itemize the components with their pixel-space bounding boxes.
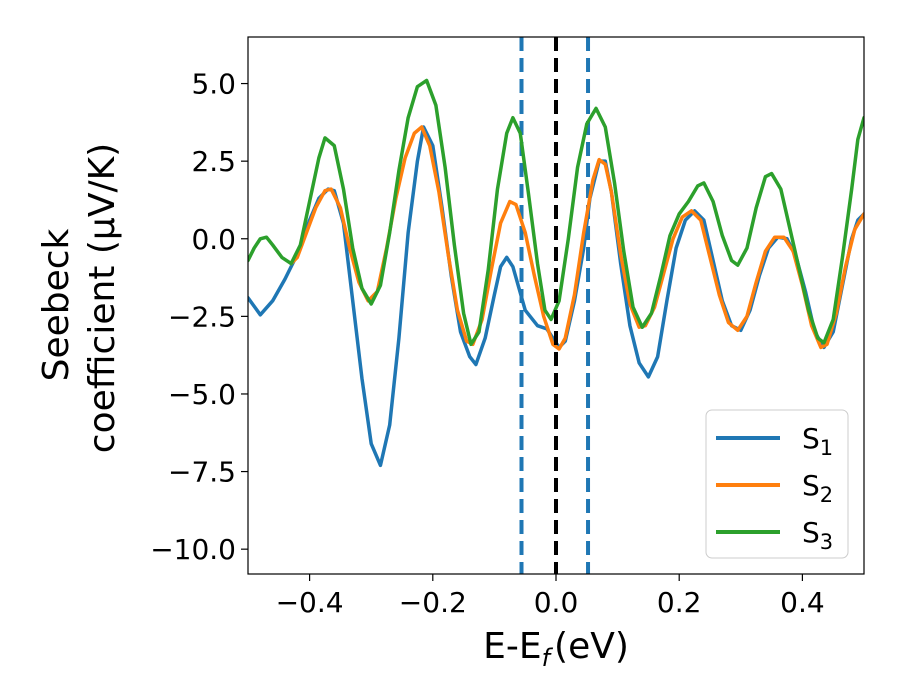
- x-axis-ticks: −0.4 −0.2 0.0 0.2 0.4: [276, 574, 825, 619]
- y-tick-label: −7.5: [168, 456, 236, 489]
- x-tick-label: 0.4: [780, 586, 825, 619]
- legend-label-s2: S2: [802, 469, 833, 507]
- legend-label-s3: S3: [802, 516, 833, 554]
- y-tick-label: 5.0: [191, 68, 236, 101]
- series-line-s3: [248, 78, 864, 347]
- x-tick-label: −0.2: [399, 586, 467, 619]
- x-axis-label: E-Ef (eV): [483, 626, 629, 672]
- x-tick-label: 0.0: [534, 586, 579, 619]
- y-axis-label-line2: coefficient (μV/K): [82, 143, 123, 453]
- y-tick-label: 2.5: [191, 145, 236, 178]
- legend-label-s1: S1: [802, 422, 833, 460]
- legend: S1 S2 S3: [705, 409, 849, 559]
- series-lines: [248, 37, 864, 574]
- x-tick-label: 0.2: [657, 586, 702, 619]
- y-tick-label: −5.0: [168, 378, 236, 411]
- y-tick-label: −10.0: [150, 533, 236, 566]
- y-tick-label: −2.5: [168, 300, 236, 333]
- y-tick-label: 0.0: [191, 223, 236, 256]
- y-axis-label-line1: Seebeck: [36, 228, 77, 381]
- reference-lines: [519, 37, 591, 574]
- x-tick-label: −0.4: [276, 586, 344, 619]
- y-axis-ticks: 5.0 2.5 0.0 −2.5 −5.0 −7.5 −10.0: [150, 68, 248, 566]
